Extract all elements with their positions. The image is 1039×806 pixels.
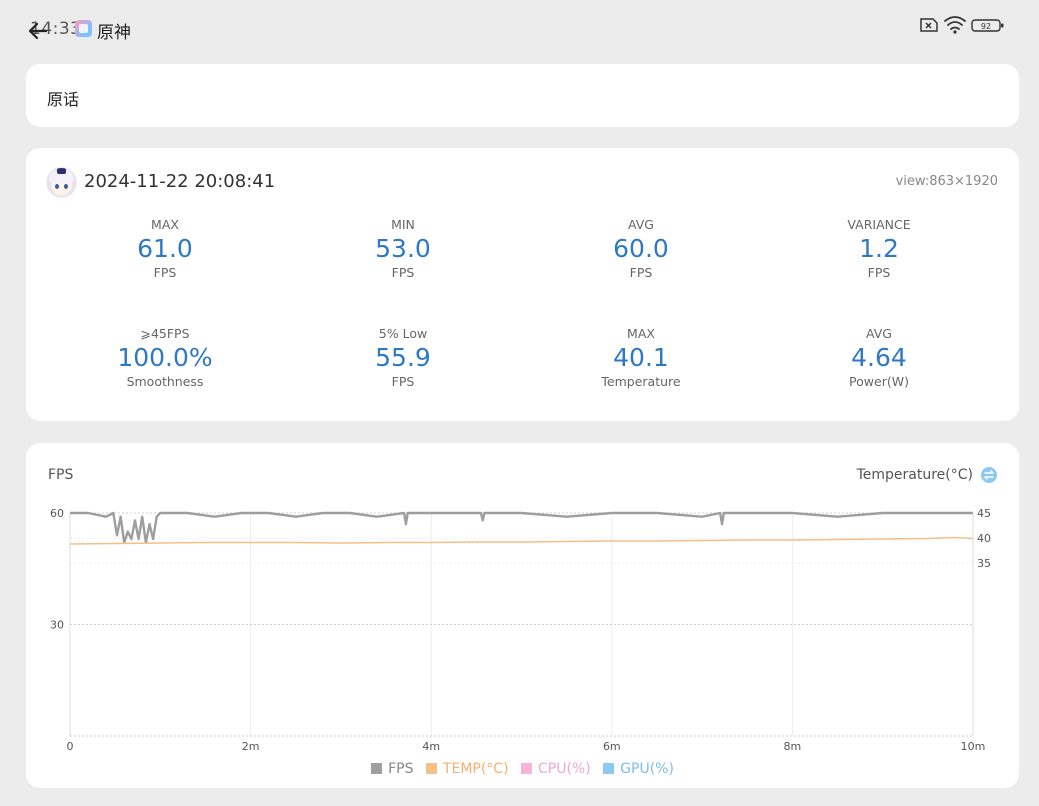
x-tick-label: 8m [784, 740, 802, 753]
legend-swatch [371, 763, 383, 774]
stat-label: MIN [391, 217, 415, 232]
legend-label: TEMP(°C) [442, 761, 509, 777]
x-tick-label: 2m [242, 740, 260, 753]
summary-card[interactable]: 2024-11-22 20:08:41 view:863×1920 MAX 61… [26, 148, 1019, 421]
x-tick-label: 0 [67, 740, 74, 753]
legend-swatch [603, 763, 615, 774]
stat-unit: FPS [153, 265, 177, 280]
legend-item-gpu[interactable]: GPU(%) [603, 761, 674, 777]
y-right-tick-label: 35 [977, 557, 991, 570]
view-resolution: view:863×1920 [895, 174, 998, 189]
legend-label: FPS [388, 761, 414, 777]
stat-label: AVG [866, 326, 892, 341]
stat-unit: FPS [391, 265, 415, 280]
stat-min-fps: MIN 53.0 FPS [303, 217, 503, 280]
stat-smoothness: ⩾45FPS 100.0% Smoothness [65, 326, 265, 389]
fps-temperature-chart: 0 2m 4m 6m 8m 10m 60 30 45 40 35 [50, 507, 991, 753]
x-tick-label: 6m [603, 740, 621, 753]
system-icons: 92 [919, 16, 1005, 34]
session-date: 2024-11-22 20:08:41 [84, 171, 276, 192]
app-icon [75, 20, 92, 37]
stat-5pct-low: 5% Low 55.9 FPS [303, 326, 503, 389]
stat-avg-power: AVG 4.64 Power(W) [779, 326, 979, 389]
stat-unit: FPS [629, 265, 653, 280]
status-time: 14:33 [30, 19, 82, 39]
stat-unit: Power(W) [849, 374, 909, 389]
chart-left-title: FPS [48, 467, 74, 483]
stat-unit: FPS [867, 265, 891, 280]
stat-max-temperature: MAX 40.1 Temperature [541, 326, 741, 389]
chart-right-title: Temperature(°C) [856, 467, 973, 483]
series-line-temperature [69, 536, 974, 545]
stat-label: 5% Low [378, 326, 428, 341]
avatar [46, 167, 77, 198]
y-right-tick-label: 45 [977, 507, 991, 520]
sim-off-icon [920, 18, 938, 32]
stat-unit: FPS [391, 374, 415, 389]
status-bar: 14:33 原神 92 [0, 0, 1039, 58]
stat-label: VARIANCE [847, 217, 911, 232]
swap-axis-icon[interactable] [981, 467, 997, 483]
legend-label: CPU(%) [538, 761, 591, 777]
stat-label: MAX [151, 217, 179, 232]
stat-value: 1.2 [859, 234, 899, 263]
chart-legend: FPS TEMP(°C) CPU(%) GPU(%) [26, 761, 1019, 777]
legend-swatch [425, 763, 437, 774]
legend-label: GPU(%) [620, 761, 674, 777]
legend-item-fps[interactable]: FPS [371, 761, 413, 777]
stat-variance: VARIANCE 1.2 FPS [779, 217, 979, 280]
stat-max-fps: MAX 61.0 FPS [65, 217, 265, 280]
y-right-tick-label: 40 [977, 532, 991, 545]
stat-label: ⩾45FPS [140, 326, 190, 341]
stat-label: MAX [627, 326, 655, 341]
x-tick-label: 4m [422, 740, 440, 753]
stat-value: 40.1 [613, 343, 669, 372]
stat-value: 55.9 [375, 343, 431, 372]
app-title: 原神 [97, 23, 131, 43]
back-arrow-icon[interactable] [26, 19, 50, 43]
stat-value: 61.0 [137, 234, 193, 263]
stat-value: 60.0 [613, 234, 669, 263]
legend-item-cpu[interactable]: CPU(%) [521, 761, 591, 777]
stat-avg-fps: AVG 60.0 FPS [541, 217, 741, 280]
section-title: 原话 [47, 90, 80, 109]
chart-card: 0 2m 4m 6m 8m 10m 60 30 45 40 35 FPS Temperature(°… [26, 443, 1019, 788]
x-tick-label: 10m [961, 740, 986, 753]
battery-icon: 92 [971, 19, 1004, 32]
y-left-tick-label: 30 [50, 619, 64, 632]
battery-level: 92 [981, 22, 991, 31]
stat-unit: Smoothness [126, 374, 204, 389]
stat-unit: Temperature [601, 374, 681, 389]
stat-value: 53.0 [375, 234, 431, 263]
series-line-fps [70, 511, 973, 544]
wifi-icon [944, 16, 966, 34]
legend-swatch [521, 763, 532, 774]
stat-value: 4.64 [851, 343, 907, 372]
y-left-tick-label: 60 [50, 507, 64, 520]
stat-value: 100.0% [117, 343, 213, 372]
legend-item-temp[interactable]: TEMP(°C) [425, 761, 509, 777]
title-card: 原话 [26, 64, 1019, 127]
stat-label: AVG [628, 217, 654, 232]
